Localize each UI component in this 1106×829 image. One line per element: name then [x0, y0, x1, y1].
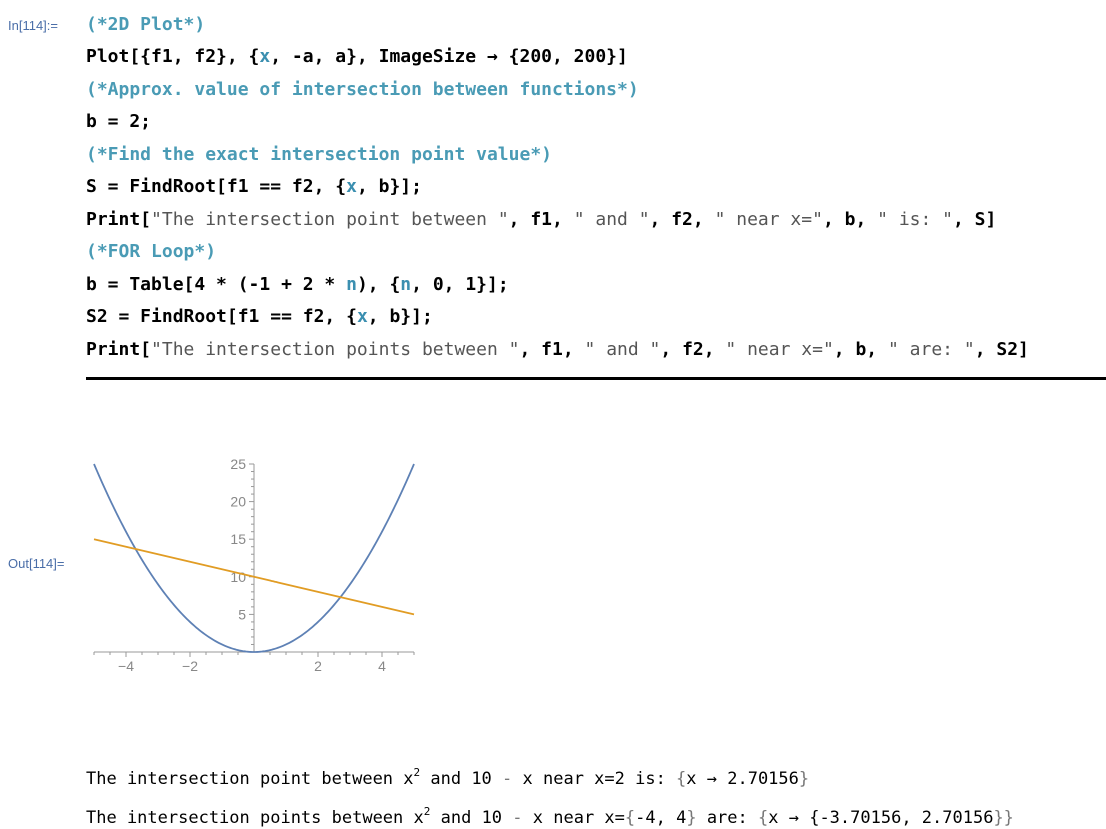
code-print-s: Print["The intersection point between ",… [86, 209, 997, 230]
code-findroot-s2: S2 = FindRoot[f1 == f2, {x, b}]; [86, 306, 433, 327]
y-tick-label: 20 [230, 494, 246, 510]
output-label: Out[114]= [8, 556, 65, 571]
comment-2d-plot: (*2D Plot*) [86, 14, 206, 35]
y-tick-label: 5 [238, 606, 246, 622]
x-tick-label: −2 [182, 658, 198, 672]
cell-divider [86, 377, 1106, 380]
x-tick-label: 4 [378, 658, 386, 672]
comment-approx: (*Approx. value of intersection between … [86, 79, 639, 100]
x-tick-label: 2 [314, 658, 322, 672]
code-findroot-s: S = FindRoot[f1 == f2, {x, b}]; [86, 176, 422, 197]
input-label: In[114]:= [8, 18, 58, 33]
code-b-assign: b = 2; [86, 111, 152, 132]
print-output-1: The intersection point between x2 and 10… [86, 766, 810, 789]
x-tick-label: −4 [118, 658, 134, 672]
y-tick-label: 25 [230, 456, 246, 472]
series-line-2 [93, 538, 415, 616]
code-print-s2: Print["The intersection points between "… [86, 339, 1029, 360]
comment-for-loop: (*FOR Loop*) [86, 241, 217, 262]
code-plot: Plot[{f1, f2}, {x, -a, a}, ImageSize → {… [86, 46, 628, 67]
series-line-1 [93, 463, 415, 653]
print-output-2: The intersection points between x2 and 1… [86, 805, 1014, 828]
comment-find-exact: (*Find the exact intersection point valu… [86, 144, 552, 165]
code-table: b = Table[4 * (-1 + 2 * n), {n, 0, 1}]; [86, 274, 509, 295]
y-tick-label: 15 [230, 531, 246, 547]
